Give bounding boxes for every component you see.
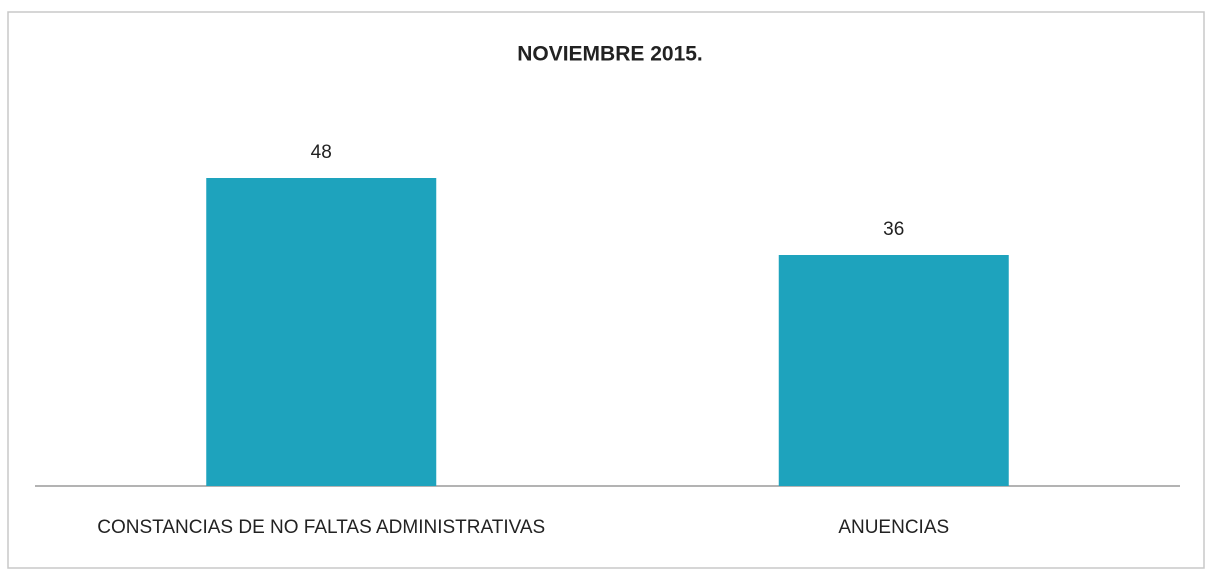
bar [778, 255, 1009, 486]
bar [206, 178, 437, 486]
chart-title: NOVIEMBRE 2015. [517, 43, 703, 66]
x-tick-label: ANUENCIAS [838, 517, 949, 538]
data-label: 36 [883, 219, 904, 240]
chart-frame [7, 11, 1205, 569]
x-tick-label: CONSTANCIAS DE NO FALTAS ADMINISTRATIVAS [97, 517, 545, 538]
data-label: 48 [311, 142, 332, 163]
